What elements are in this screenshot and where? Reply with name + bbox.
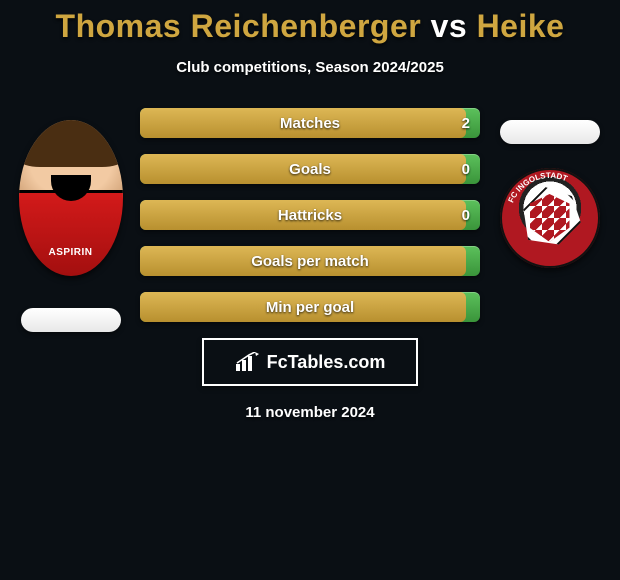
- stat-row: Goals per match: [140, 246, 480, 276]
- stat-value-right: 2: [462, 108, 470, 138]
- stat-label: Min per goal: [140, 292, 480, 322]
- right-player-column: FC INGOLSTADT: [487, 120, 612, 268]
- player2-club-badge: FC INGOLSTADT: [500, 168, 600, 268]
- subtitle: Club competitions, Season 2024/2025: [0, 59, 620, 76]
- date-label: 11 november 2024: [0, 404, 620, 421]
- stat-row: Goals0: [140, 154, 480, 184]
- stat-label: Goals: [140, 154, 480, 184]
- bar-chart-icon: [235, 352, 261, 372]
- jersey-sponsor: ASPIRIN: [19, 247, 123, 258]
- svg-text:FC INGOLSTADT: FC INGOLSTADT: [506, 171, 568, 204]
- page-title: Thomas Reichenberger vs Heike: [0, 8, 620, 45]
- brand-label: FcTables.com: [267, 352, 386, 373]
- title-vs: vs: [421, 8, 476, 44]
- title-player2: Heike: [477, 8, 565, 44]
- brand-box[interactable]: FcTables.com: [202, 338, 418, 386]
- player1-avatar: ASPIRIN: [19, 120, 123, 276]
- comparison-card: Thomas Reichenberger vs Heike Club compe…: [0, 0, 620, 440]
- stats-list: Matches2Goals0Hattricks0Goals per matchM…: [140, 108, 480, 322]
- stat-label: Hattricks: [140, 200, 480, 230]
- stat-row: Hattricks0: [140, 200, 480, 230]
- left-player-column: ASPIRIN: [8, 120, 133, 332]
- player1-club-pill: [21, 308, 121, 332]
- stat-label: Matches: [140, 108, 480, 138]
- stat-value-right: 0: [462, 154, 470, 184]
- stat-row: Min per goal: [140, 292, 480, 322]
- stat-value-right: 0: [462, 200, 470, 230]
- avatar-jersey: ASPIRIN: [19, 190, 123, 276]
- player2-avatar-pill: [500, 120, 600, 144]
- avatar-hair: [19, 120, 123, 167]
- stat-label: Goals per match: [140, 246, 480, 276]
- stat-row: Matches2: [140, 108, 480, 138]
- title-player1: Thomas Reichenberger: [56, 8, 422, 44]
- club-badge-ring-text-icon: FC INGOLSTADT: [500, 168, 600, 268]
